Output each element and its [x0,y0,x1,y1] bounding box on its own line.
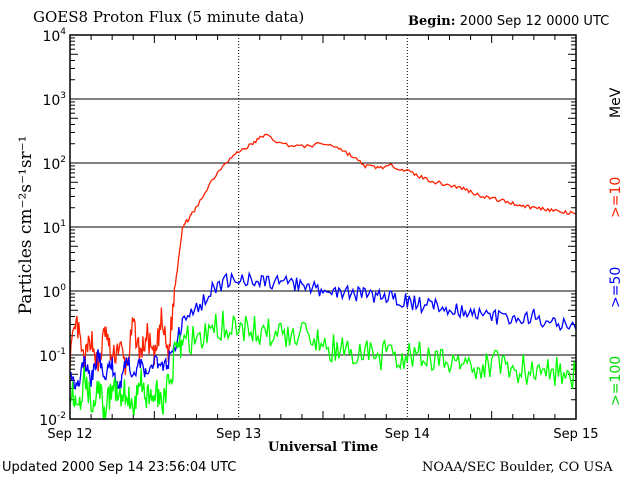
chart-title: GOES8 Proton Flux (5 minute data) [33,8,305,26]
y-tick-label: 103 [42,91,66,109]
y-tick-label: 104 [42,27,66,45]
x-tick-label: Sep 13 [216,427,261,442]
x-tick-label: Sep 15 [553,427,598,442]
y-tick-label: 100 [42,283,66,301]
updated-time: Updated 2000 Sep 14 23:56:04 UTC [2,460,237,475]
y-tick-label: 101 [42,219,66,237]
legend-ge50: >=50 [608,266,624,308]
begin-time: Begin: 2000 Sep 12 0000 UTC [408,14,609,29]
series-line-ge10 [69,133,577,376]
x-tick-label: Sep 12 [47,427,92,442]
legend-unit: MeV [608,87,624,118]
legend-ge100: >=100 [608,355,624,406]
begin-value: 2000 Sep 12 0000 UTC [459,14,610,29]
source-credit: NOAA/SEC Boulder, CO USA [422,460,613,475]
series-line-ge100 [69,310,577,420]
x-axis-label: Universal Time [268,440,379,455]
x-tick-label: Sep 14 [385,427,430,442]
y-tick-label: 10-2 [39,411,66,429]
begin-label: Begin: [408,14,456,29]
y-tick-label: 102 [42,155,66,173]
series-line-ge50 [69,270,577,391]
y-tick-label: 10-1 [39,347,66,365]
legend-ge10: >=10 [608,176,624,218]
plot-frame [69,34,577,420]
y-axis-label: Particles cm⁻²s⁻¹sr⁻¹ [16,135,36,315]
